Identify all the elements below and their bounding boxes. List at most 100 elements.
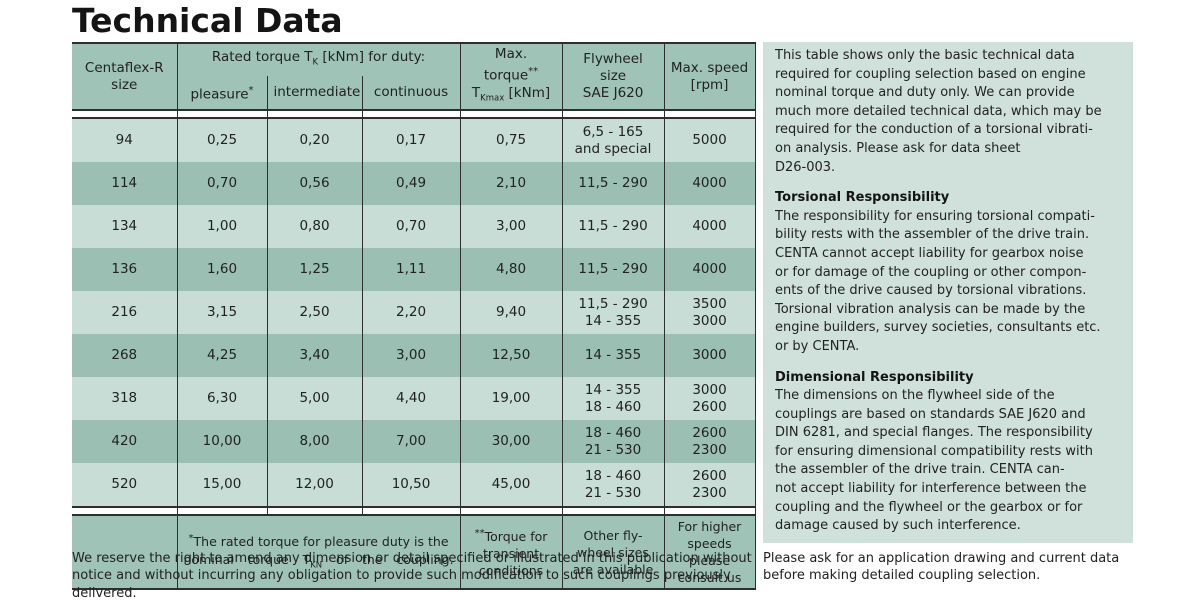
cell-pleasure: 4,25: [177, 334, 268, 378]
cell-pleasure: 0,25: [177, 118, 268, 163]
cell-max-torque: 3,00: [460, 205, 563, 249]
cell-intermediate: 2,50: [267, 291, 363, 335]
table-row: 268 4,25 3,40 3,00 12,50 14 - 355 3000: [72, 334, 756, 378]
header-intermediate: intermediate: [267, 76, 363, 112]
cell-intermediate: 5,00: [267, 377, 363, 421]
max-torque-asterisks: **: [528, 66, 539, 77]
reservation-note: We reserve the right to amend any dimens…: [72, 551, 752, 601]
cell-size: 318: [72, 377, 178, 421]
max-torque-line1: Max. torque**: [483, 46, 539, 84]
page-title: Technical Data: [72, 1, 343, 40]
cell-size: 134: [72, 205, 178, 249]
header-rated-torque: Rated torque TK [kNm] for duty:: [177, 41, 461, 77]
table-footnote-row: *The rated torque for pleasure duty is t…: [72, 515, 756, 591]
body-footer-gap: [72, 506, 756, 517]
cell-size: 420: [72, 420, 178, 464]
panel-intro-paragraph: This table shows only the basic technica…: [775, 48, 1102, 175]
torsional-responsibility-paragraph: The responsibility for ensuring torsiona…: [775, 208, 1101, 354]
cell-pleasure: 15,00: [177, 463, 268, 508]
cell-flywheel: 14 - 355: [562, 334, 665, 378]
rated-torque-text: Rated torque T: [211, 48, 313, 65]
header-pleasure: pleasure*: [177, 76, 268, 112]
header-flywheel-size: Flywheel size SAE J620: [562, 41, 665, 112]
table-row: 94 0,25 0,20 0,17 0,75 6,5 - 165 and spe…: [72, 118, 756, 163]
cell-size: 94: [72, 118, 178, 163]
cell-continuous: 10,50: [362, 463, 461, 508]
table-row: 136 1,60 1,25 1,11 4,80 11,5 - 290 4000: [72, 248, 756, 292]
cell-flywheel: 6,5 - 165 and special: [562, 118, 665, 163]
table-header-row-1: Centaflex-R size Rated torque TK [kNm] f…: [72, 41, 756, 112]
header-size-column: Centaflex-R size: [72, 41, 178, 112]
cell-size: 520: [72, 463, 178, 508]
cell-flywheel: 11,5 - 290: [562, 205, 665, 249]
cell-pleasure: 3,15: [177, 291, 268, 335]
cell-pleasure: 0,70: [177, 162, 268, 206]
cell-speed: 4000: [664, 162, 756, 206]
cell-speed: 3000 2600: [664, 377, 756, 421]
footnote-max-torque: **Torque for transient conditions: [460, 515, 563, 591]
footnote-flywheel: Other fly- wheel sizes are available: [562, 515, 665, 591]
cell-flywheel: 18 - 460 21 - 530: [562, 463, 665, 508]
cell-max-torque: 12,50: [460, 334, 563, 378]
max-torque-subscript: Kmax: [480, 93, 505, 104]
cell-continuous: 4,40: [362, 377, 461, 421]
cell-flywheel: 18 - 460 21 - 530: [562, 420, 665, 464]
cell-flywheel: 11,5 - 290: [562, 162, 665, 206]
header-body-gap: [72, 110, 756, 120]
cell-max-torque: 30,00: [460, 420, 563, 464]
cell-continuous: 1,11: [362, 248, 461, 292]
cell-max-torque: 0,75: [460, 118, 563, 163]
cell-continuous: 2,20: [362, 291, 461, 335]
cell-flywheel: 14 - 355 18 - 460: [562, 377, 665, 421]
cell-max-torque: 9,40: [460, 291, 563, 335]
footnote-rated-torque: *The rated torque for pleasure duty is t…: [177, 515, 461, 591]
cell-pleasure: 10,00: [177, 420, 268, 464]
cell-speed: 2600 2300: [664, 463, 756, 508]
torsional-responsibility-heading: Torsional Responsibility: [775, 190, 950, 206]
footnote-subscript: KN: [310, 560, 323, 571]
table-header-row-2: pleasure* intermediate continuous: [72, 76, 755, 112]
cell-intermediate: 0,56: [267, 162, 363, 206]
footnote-asterisk: *: [188, 533, 194, 545]
cell-max-torque: 45,00: [460, 463, 563, 508]
cell-pleasure: 1,60: [177, 248, 268, 292]
cell-intermediate: 0,20: [267, 118, 363, 163]
header-max-torque: Max. torque** TKmax [kNm]: [460, 41, 563, 112]
cell-intermediate: 12,00: [267, 463, 363, 508]
cell-max-torque: 19,00: [460, 377, 563, 421]
cell-intermediate: 8,00: [267, 420, 363, 464]
dimensional-responsibility-heading: Dimensional Responsibility: [775, 369, 974, 385]
table-row: 216 3,15 2,50 2,20 9,40 11,5 - 290 14 - …: [72, 291, 756, 335]
cell-speed: 4000: [664, 205, 756, 249]
cell-max-torque: 2,10: [460, 162, 563, 206]
cell-size: 268: [72, 334, 178, 378]
pleasure-asterisk: *: [248, 84, 254, 96]
rated-torque-unit: [kNm] for duty:: [318, 48, 426, 65]
info-panel: This table shows only the basic technica…: [763, 42, 1133, 543]
table-row: 134 1,00 0,80 0,70 3,00 11,5 - 290 4000: [72, 205, 756, 249]
cell-continuous: 3,00: [362, 334, 461, 378]
cell-pleasure: 6,30: [177, 377, 268, 421]
cell-speed: 2600 2300: [664, 420, 756, 464]
cell-continuous: 0,49: [362, 162, 461, 206]
footnote-double-asterisk: **: [474, 528, 485, 540]
technical-data-table: Centaflex-R size Rated torque TK [kNm] f…: [72, 41, 756, 591]
max-torque-line2: TKmax [kNm]: [471, 84, 551, 104]
footnote-speed: For higher speeds please consult us: [664, 515, 756, 591]
table-row: 318 6,30 5,00 4,40 19,00 14 - 355 18 - 4…: [72, 377, 756, 421]
cell-pleasure: 1,00: [177, 205, 268, 249]
table-row: 114 0,70 0,56 0,49 2,10 11,5 - 290 4000: [72, 162, 756, 206]
cell-size: 114: [72, 162, 178, 206]
cell-speed: 5000: [664, 118, 756, 163]
header-continuous: continuous: [362, 76, 461, 112]
cell-flywheel: 11,5 - 290: [562, 248, 665, 292]
header-max-speed: Max. speed [rpm]: [664, 41, 756, 112]
cell-speed: 4000: [664, 248, 756, 292]
cell-flywheel: 11,5 - 290 14 - 355: [562, 291, 665, 335]
cell-speed: 3000: [664, 334, 756, 378]
cell-intermediate: 3,40: [267, 334, 363, 378]
cell-continuous: 0,17: [362, 118, 461, 163]
footnote-empty-cell: [72, 515, 178, 591]
dimensional-responsibility-paragraph: The dimensions on the flywheel side of t…: [775, 388, 1094, 534]
table-row: 420 10,00 8,00 7,00 30,00 18 - 460 21 - …: [72, 420, 756, 464]
